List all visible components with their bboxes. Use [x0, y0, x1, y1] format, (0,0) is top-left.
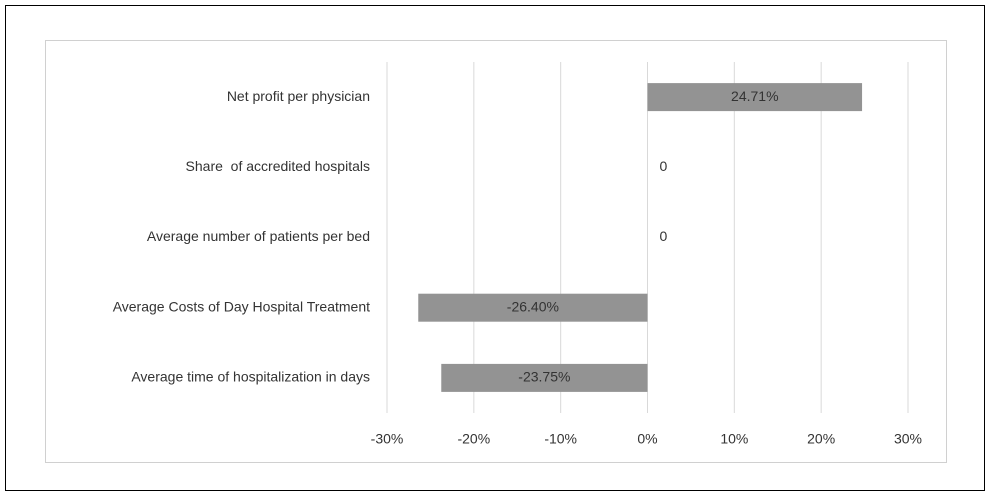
x-tick-label: 0% [637, 431, 657, 447]
x-tick-label: 20% [807, 431, 835, 447]
data-label: 24.71% [731, 88, 778, 104]
bar [441, 363, 648, 392]
data-label: -26.40% [507, 298, 559, 314]
bar [418, 293, 648, 322]
bar [647, 83, 863, 112]
outer-frame [5, 5, 985, 491]
data-label: -23.75% [518, 369, 570, 385]
y-tick-label: Average Costs of Day Hospital Treatment [113, 298, 370, 314]
data-label: 0 [660, 158, 668, 174]
x-tick-label: -30% [371, 431, 404, 447]
y-tick-label: Share of accredited hospitals [186, 158, 370, 174]
x-tick-label: 10% [720, 431, 748, 447]
y-tick-label: Average number of patients per bed [147, 228, 370, 244]
chart-frame [45, 40, 947, 463]
x-tick-label: -20% [457, 431, 490, 447]
y-tick-label: Net profit per physician [227, 88, 370, 104]
x-tick-label: 30% [894, 431, 922, 447]
data-label: 0 [660, 228, 668, 244]
y-tick-label: Average time of hospitalization in days [131, 369, 370, 385]
x-tick-label: -10% [544, 431, 577, 447]
